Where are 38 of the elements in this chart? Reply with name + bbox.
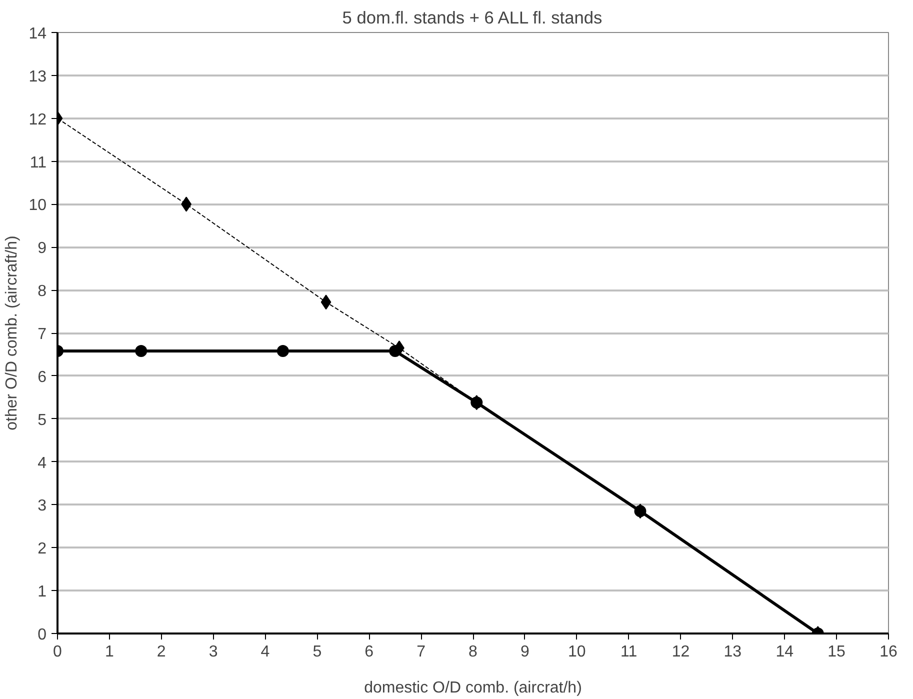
point xyxy=(276,345,289,358)
x-tick-label: 7 xyxy=(416,644,426,660)
x-tick-label: 15 xyxy=(828,644,846,660)
x-tick-label: 1 xyxy=(104,644,114,660)
y-tick-label: 2 xyxy=(38,540,47,558)
y-tick-label: 11 xyxy=(30,154,47,172)
y-tick-label: 14 xyxy=(28,26,47,42)
y-tick-label: 4 xyxy=(38,454,47,472)
y-tick-label: 3 xyxy=(38,498,47,515)
chart-title: 5 dom.fl. stands + 6 ALL fl. stands xyxy=(342,8,602,28)
x-tick-label: 11 xyxy=(620,644,638,660)
y-tick-label: 1 xyxy=(38,584,47,601)
x-tick-label: 9 xyxy=(520,644,530,660)
x-tick-label: 3 xyxy=(208,644,218,660)
x-tick-label: 0 xyxy=(53,644,62,660)
y-tick-label: 10 xyxy=(28,197,47,214)
x-tick-label: 12 xyxy=(672,644,690,660)
x-tick-label: 14 xyxy=(776,644,794,660)
point xyxy=(320,294,332,310)
y-tick-label: 0 xyxy=(38,626,47,644)
x-tick-label: 13 xyxy=(724,644,742,660)
x-tick-label: 16 xyxy=(880,644,898,660)
x-tick-label: 8 xyxy=(468,644,478,660)
y-tick-label: 8 xyxy=(38,283,47,300)
y-tick-label: 7 xyxy=(38,326,47,343)
x-tick-label: 6 xyxy=(364,644,374,660)
y-axis-title: other O/D comb. (aircraft/h) xyxy=(4,236,21,430)
x-axis-title: domestic O/D comb. (aircrat/h) xyxy=(364,680,582,696)
x-tick-label: 5 xyxy=(312,644,322,660)
y-tick-label: 13 xyxy=(28,68,47,86)
y-tick-label: 6 xyxy=(38,368,47,386)
x-tick-label: 10 xyxy=(568,644,586,660)
point xyxy=(135,345,148,358)
y-tick-label: 5 xyxy=(38,412,47,429)
y-tick-label: 9 xyxy=(38,240,47,258)
y-tick-label: 12 xyxy=(28,111,47,128)
x-tick-label: 2 xyxy=(156,644,166,660)
x-tick-label: 4 xyxy=(260,644,270,660)
